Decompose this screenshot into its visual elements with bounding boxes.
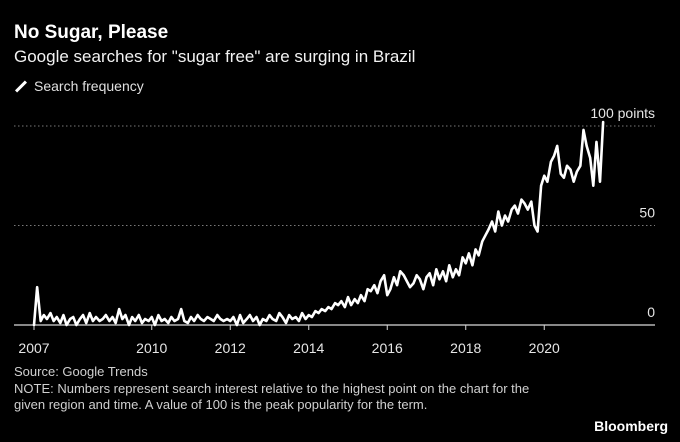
x-tick-label-2010: 2010 [136,340,167,356]
chart-subtitle: Google searches for "sugar free" are sur… [14,47,416,66]
legend: Search frequency [14,78,144,94]
x-tick-label-2020: 2020 [529,340,560,356]
x-tick-label-2018: 2018 [450,340,481,356]
chart-title: No Sugar, Please [14,22,169,43]
x-tick-label-2012: 2012 [215,340,246,356]
y-tick-label-100: 100 points [590,105,655,121]
series-line-0 [32,120,605,327]
legend-line-swatch [14,79,28,93]
x-tick-label-2014: 2014 [293,340,324,356]
bloomberg-logo: Bloomberg [594,418,668,434]
chart-note: NOTE: Numbers represent search interest … [14,381,530,412]
x-tick-label-2007: 2007 [18,340,49,356]
line-chart: 0 50 100 points 2007 2010 2012 2014 2016 2018 202… [14,105,655,356]
legend-label: Search frequency [34,78,144,94]
x-tick-label-2016: 2016 [372,340,403,356]
y-tick-label-50: 50 [639,205,655,221]
source-note: Source: Google Trends [14,364,148,379]
y-tick-label-0: 0 [647,304,655,320]
